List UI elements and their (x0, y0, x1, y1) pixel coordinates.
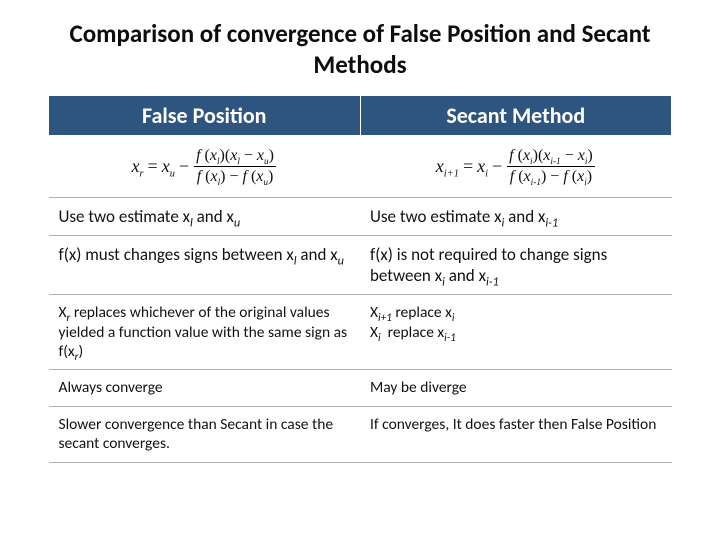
comparison-table: False Position Secant Method xr = xu − f… (48, 95, 672, 463)
formula-row: xr = xu − f (xl)(xl − xu) f (xl) − f (xu… (49, 135, 672, 197)
header-false-position: False Position (49, 95, 361, 135)
cell-false-position: Use two estimate xl and xu (49, 197, 361, 235)
cell-false-position: Always converge (49, 370, 361, 406)
table-row: f(x) must changes signs between xl and x… (49, 235, 672, 295)
page-title: Comparison of convergence of False Posit… (48, 18, 672, 81)
equation-sm: xi+1 = xi − f (xi)(xi-1 − xi) f (xi-1) −… (436, 148, 596, 185)
cell-secant: If converges, It does faster then False … (360, 406, 672, 462)
table-row: Xr replaces whichever of the original va… (49, 295, 672, 370)
cell-secant: Xi+1 replace xiXi replace xi-1 (360, 295, 672, 370)
cell-secant: May be diverge (360, 370, 672, 406)
formula-false-position: xr = xu − f (xl)(xl − xu) f (xl) − f (xu… (49, 135, 361, 197)
table-row: Always convergeMay be diverge (49, 370, 672, 406)
cell-false-position: Slower convergence than Secant in case t… (49, 406, 361, 462)
table-header-row: False Position Secant Method (49, 95, 672, 135)
cell-false-position: Xr replaces whichever of the original va… (49, 295, 361, 370)
formula-secant: xi+1 = xi − f (xi)(xi-1 − xi) f (xi-1) −… (360, 135, 672, 197)
cell-secant: f(x) is not required to change signs bet… (360, 235, 672, 295)
table-row: Slower convergence than Secant in case t… (49, 406, 672, 462)
cell-false-position: f(x) must changes signs between xl and x… (49, 235, 361, 295)
table-row: Use two estimate xl and xuUse two estima… (49, 197, 672, 235)
header-secant-method: Secant Method (360, 95, 672, 135)
cell-secant: Use two estimate xi and xi-1 (360, 197, 672, 235)
equation-fp: xr = xu − f (xl)(xl − xu) f (xl) − f (xu… (131, 148, 277, 185)
